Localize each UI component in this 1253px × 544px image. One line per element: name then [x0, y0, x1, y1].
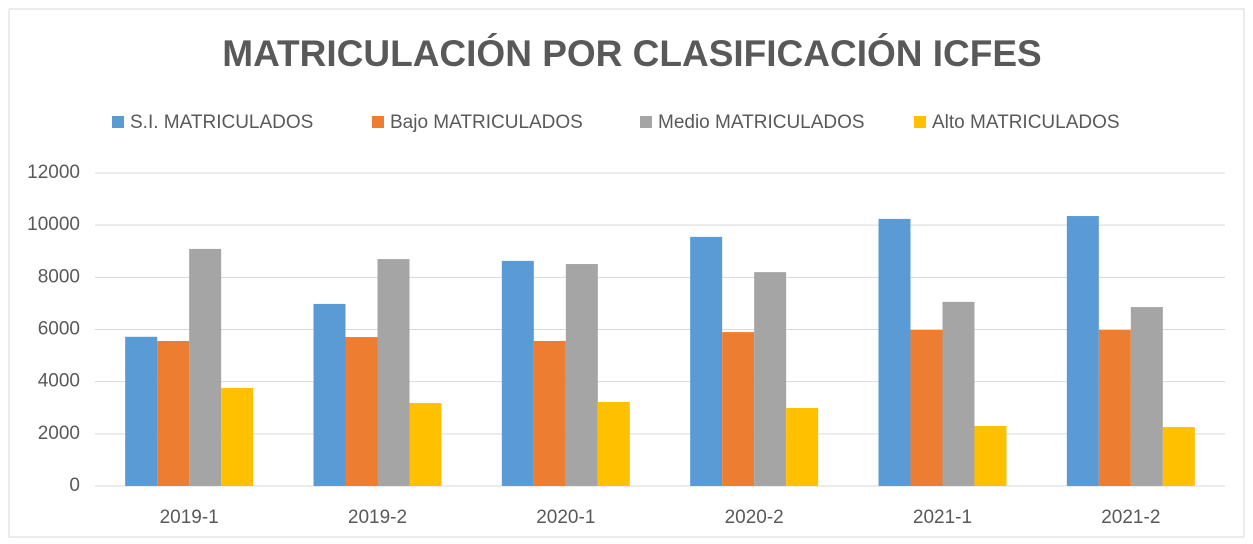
legend-swatch	[640, 116, 652, 128]
bar	[189, 248, 222, 486]
x-tick-label: 2021-2	[1101, 507, 1160, 528]
legend-label: Bajo MATRICULADOS	[390, 112, 583, 133]
bar	[942, 301, 975, 486]
legend-swatch	[112, 116, 124, 128]
bar	[377, 259, 410, 486]
y-tick-label: 2000	[38, 423, 80, 444]
bar	[910, 330, 943, 486]
bar	[345, 337, 378, 486]
y-tick-label: 12000	[27, 162, 80, 183]
bar	[313, 303, 346, 486]
bar	[878, 218, 911, 486]
bar	[565, 264, 598, 486]
bar	[690, 236, 723, 486]
legend-label: Alto MATRICULADOS	[932, 112, 1120, 133]
legend-swatch	[372, 116, 384, 128]
x-tick-label: 2019-2	[348, 507, 407, 528]
bar	[125, 336, 158, 486]
y-tick-label: 4000	[38, 371, 80, 392]
legend-swatch	[914, 116, 926, 128]
bar	[1162, 427, 1195, 486]
x-tick-label: 2020-2	[725, 507, 784, 528]
chart-title: MATRICULACIÓN POR CLASIFICACIÓN ICFES	[222, 32, 1041, 74]
bar	[722, 332, 755, 486]
y-tick-label: 8000	[38, 266, 80, 287]
bar	[974, 426, 1007, 486]
bar	[533, 340, 566, 486]
bar	[221, 387, 254, 486]
bar	[501, 260, 534, 486]
y-tick-label: 10000	[27, 214, 80, 235]
x-tick-label: 2020-1	[536, 507, 595, 528]
bar	[1066, 216, 1099, 486]
x-tick-label: 2019-1	[160, 507, 219, 528]
bar	[1130, 307, 1163, 486]
y-tick-label: 6000	[38, 319, 80, 340]
bar	[754, 272, 787, 486]
legend-label: S.I. MATRICULADOS	[130, 112, 313, 133]
bar	[409, 403, 442, 486]
bar	[786, 408, 819, 486]
bar	[597, 402, 630, 486]
bar	[1098, 330, 1131, 486]
x-tick-label: 2021-1	[913, 507, 972, 528]
y-tick-label: 0	[69, 475, 80, 496]
bar	[157, 340, 190, 486]
legend-label: Medio MATRICULADOS	[658, 112, 865, 133]
